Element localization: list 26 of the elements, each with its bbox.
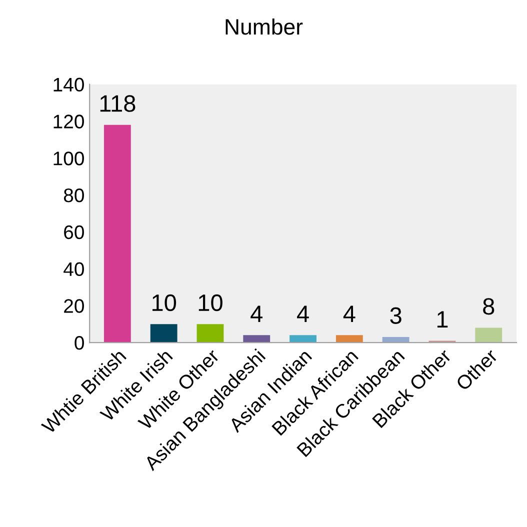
chart-title: Number bbox=[226, 18, 303, 35]
data-label: 4 bbox=[250, 306, 262, 322]
y-tick-label: 120 bbox=[54, 114, 84, 128]
bar bbox=[290, 335, 316, 343]
bar bbox=[196, 324, 224, 343]
data-label: 1 bbox=[437, 311, 448, 328]
data-label: 10 bbox=[198, 294, 222, 312]
y-tick-label: 40 bbox=[64, 262, 84, 276]
bar bbox=[382, 337, 410, 343]
data-label: 4 bbox=[343, 306, 356, 322]
data-label: 4 bbox=[297, 306, 309, 322]
bar bbox=[104, 124, 131, 343]
bar bbox=[150, 324, 178, 343]
bar bbox=[475, 328, 502, 343]
y-tick-label: 80 bbox=[64, 188, 84, 202]
y-tick-label: 60 bbox=[64, 225, 84, 240]
bar bbox=[243, 335, 270, 343]
data-label: 118 bbox=[100, 95, 136, 112]
data-label: 8 bbox=[483, 298, 494, 315]
data-label: 3 bbox=[390, 307, 402, 324]
bar bbox=[336, 335, 363, 343]
y-tick-label: 140 bbox=[54, 78, 84, 92]
data-label: 10 bbox=[152, 294, 176, 312]
y-tick-label: 0 bbox=[74, 336, 84, 350]
y-tick-label: 100 bbox=[54, 152, 84, 166]
y-tick-label: 20 bbox=[64, 299, 84, 313]
